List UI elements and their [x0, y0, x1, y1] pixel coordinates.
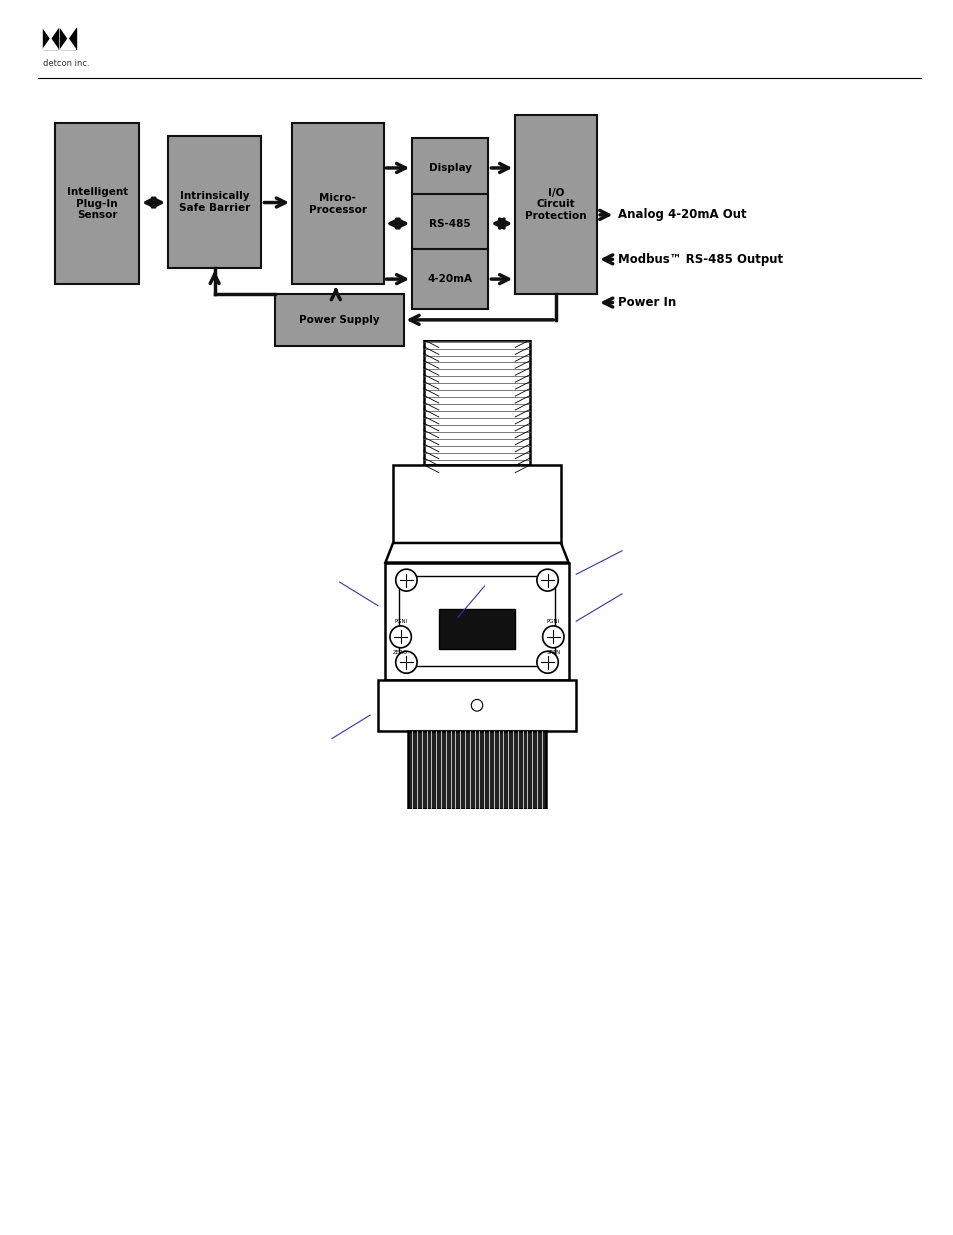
Bar: [43, 27, 58, 49]
Bar: [393, 464, 560, 543]
Bar: [55, 124, 139, 284]
FancyArrowPatch shape: [495, 219, 508, 228]
FancyArrowPatch shape: [386, 274, 405, 284]
Polygon shape: [385, 543, 568, 563]
Text: Power Supply: Power Supply: [298, 315, 379, 325]
Text: PGNI: PGNI: [394, 619, 407, 624]
FancyArrowPatch shape: [410, 315, 553, 325]
FancyArrowPatch shape: [491, 163, 508, 173]
Polygon shape: [60, 38, 75, 49]
Polygon shape: [43, 38, 58, 49]
Circle shape: [537, 569, 558, 592]
Text: Micro-
Processor: Micro- Processor: [309, 193, 366, 215]
FancyArrowPatch shape: [603, 254, 612, 264]
Bar: [398, 577, 555, 666]
FancyArrowPatch shape: [146, 198, 161, 207]
Circle shape: [542, 626, 563, 648]
Bar: [438, 610, 515, 648]
Text: I/O
Circuit
Protection: I/O Circuit Protection: [525, 188, 586, 221]
Bar: [60, 27, 75, 49]
FancyArrowPatch shape: [264, 198, 285, 207]
Text: RS-485: RS-485: [429, 219, 471, 228]
Text: detcon inc.: detcon inc.: [43, 59, 90, 68]
FancyArrowPatch shape: [386, 163, 405, 173]
Bar: [408, 731, 545, 809]
Bar: [412, 249, 488, 309]
Text: Analog 4-20mA Out: Analog 4-20mA Out: [618, 209, 746, 221]
FancyArrowPatch shape: [599, 210, 608, 220]
Bar: [168, 136, 261, 268]
Text: Intrinsically
Safe Barrier: Intrinsically Safe Barrier: [179, 191, 250, 212]
Text: Modbus™ RS-485 Output: Modbus™ RS-485 Output: [618, 253, 782, 266]
Text: Power In: Power In: [618, 296, 676, 309]
Circle shape: [471, 699, 482, 711]
Bar: [515, 115, 597, 294]
FancyArrowPatch shape: [491, 274, 508, 284]
Polygon shape: [60, 27, 75, 38]
Text: Intelligent
Plug-In
Sensor: Intelligent Plug-In Sensor: [67, 188, 128, 220]
Circle shape: [395, 569, 416, 592]
FancyArrowPatch shape: [603, 298, 612, 308]
Bar: [292, 124, 383, 284]
Bar: [377, 679, 576, 731]
Text: ZERO: ZERO: [393, 650, 408, 655]
Circle shape: [390, 626, 411, 648]
Bar: [412, 138, 488, 198]
Circle shape: [537, 651, 558, 673]
Bar: [423, 340, 530, 464]
Text: Display: Display: [428, 163, 472, 173]
FancyArrowPatch shape: [390, 219, 405, 228]
Circle shape: [395, 651, 416, 673]
Text: 4-20mA: 4-20mA: [427, 274, 473, 284]
Text: PGNI: PGNI: [546, 619, 559, 624]
Bar: [412, 194, 488, 253]
Text: SPAN: SPAN: [546, 650, 559, 655]
Bar: [385, 563, 568, 679]
Bar: [274, 294, 403, 346]
Polygon shape: [43, 27, 58, 38]
